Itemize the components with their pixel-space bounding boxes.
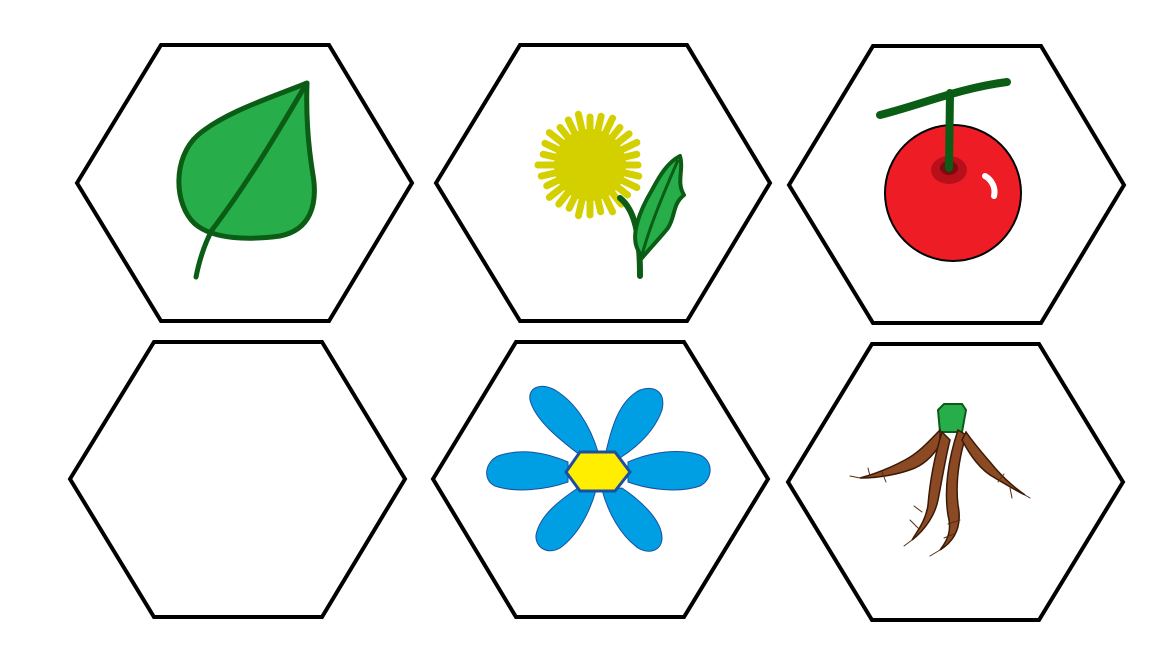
leaf-icon [176,80,317,280]
hex-tile-leaf[interactable] [74,43,415,323]
dandelion-icon [534,110,686,279]
hex-tile-cherry[interactable] [786,44,1127,325]
cherry-icon [876,78,1022,262]
flower-icon [486,385,711,552]
root-icon [849,403,1031,557]
hex-outline [67,340,408,619]
hex-tile-root[interactable] [785,342,1126,622]
hex-tile-dandelion[interactable] [433,43,773,323]
hex-tile-empty[interactable] [67,340,408,619]
hex-tile-flower[interactable] [430,340,771,619]
